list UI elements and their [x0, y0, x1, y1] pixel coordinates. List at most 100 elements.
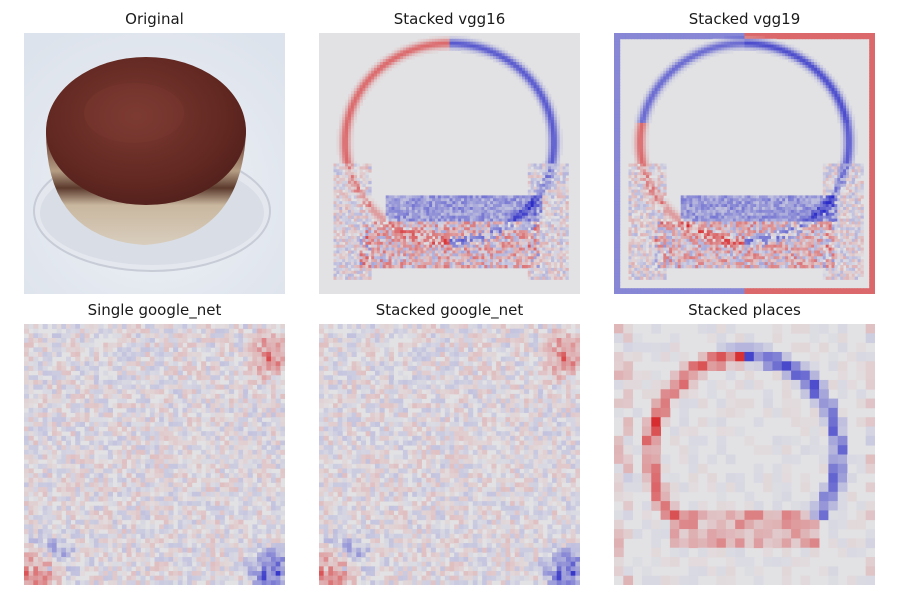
heatmap-cell — [437, 265, 442, 269]
heatmap-cell — [793, 56, 798, 60]
heatmap-cell — [548, 265, 552, 269]
heatmap-cell — [440, 207, 445, 211]
heatmap-cell — [767, 209, 771, 214]
heatmap-cell — [551, 244, 555, 248]
heatmap-cell — [504, 224, 508, 228]
heatmap-cell — [374, 62, 378, 66]
heatmap-cell — [556, 207, 561, 211]
heatmap-cell — [478, 47, 482, 51]
heatmap-cell — [353, 247, 358, 251]
heatmap-cell — [493, 44, 497, 48]
heatmap-cell — [553, 175, 558, 179]
heatmap-cell — [738, 33, 742, 37]
heatmap-cell — [545, 172, 549, 176]
heatmap-cell — [484, 262, 488, 266]
heatmap-cell — [846, 111, 850, 115]
heatmap-cell — [759, 215, 763, 219]
heatmap-cell — [411, 247, 416, 251]
heatmap-cell — [333, 276, 337, 280]
heatmap-cell — [770, 47, 774, 51]
heatmap-cell — [683, 62, 687, 66]
heatmap-cell — [420, 256, 424, 260]
heatmap-cell — [400, 50, 404, 54]
heatmap-cell — [429, 41, 433, 45]
heatmap-cell — [814, 73, 818, 77]
heatmap-cell — [345, 137, 349, 141]
heatmap-cell — [808, 212, 812, 217]
heatmap-cell — [788, 44, 792, 48]
heatmap-cell — [657, 207, 661, 211]
heatmap-cell — [834, 79, 838, 83]
heatmap-cell — [530, 88, 534, 92]
heatmap-cell — [420, 218, 424, 222]
heatmap-cell — [461, 221, 465, 225]
heatmap-cell — [730, 201, 734, 205]
heatmap-cell — [689, 207, 693, 211]
heatmap-cell — [831, 192, 835, 196]
heatmap-cell — [692, 56, 696, 60]
heatmap-cell — [782, 195, 786, 199]
heatmap-cell — [368, 207, 372, 211]
heatmap-cell — [536, 270, 540, 275]
heatmap-cell — [556, 233, 561, 237]
heatmap-cell — [562, 201, 566, 205]
heatmap-cell — [779, 201, 783, 205]
heatmap-cell — [397, 241, 401, 246]
heatmap-cell — [735, 33, 740, 37]
heatmap-cell — [545, 209, 549, 214]
heatmap-cell — [400, 230, 404, 234]
heatmap-cell — [802, 35, 806, 40]
heatmap-cell — [417, 195, 421, 199]
heatmap-cell — [446, 38, 450, 43]
heatmap-cell — [429, 224, 433, 228]
heatmap-cell — [423, 233, 427, 237]
heatmap-cell — [822, 166, 827, 170]
heatmap-cell — [339, 180, 343, 185]
heatmap-cell — [493, 238, 497, 243]
heatmap-cell — [616, 105, 621, 109]
heatmap-cell — [759, 35, 763, 40]
heatmap-cell — [788, 33, 792, 37]
heatmap-cell — [490, 195, 494, 199]
heatmap-cell — [674, 207, 679, 211]
heatmap-cell — [648, 93, 653, 98]
heatmap-cell — [559, 209, 563, 214]
heatmap-cell — [449, 244, 453, 248]
heatmap-cell — [507, 253, 511, 257]
heatmap-cell — [466, 256, 471, 260]
heatmap-cell — [359, 212, 363, 217]
heatmap-cell — [782, 53, 786, 57]
heatmap-cell — [548, 151, 552, 156]
heatmap-cell — [403, 256, 407, 260]
heatmap-cell — [545, 140, 549, 144]
heatmap-cell — [490, 253, 494, 257]
heatmap-cell — [695, 212, 699, 217]
heatmap-cell — [634, 201, 638, 205]
heatmap-cell — [548, 236, 552, 240]
heatmap-cell — [391, 64, 395, 69]
heatmap-cell — [353, 244, 358, 248]
heatmap-cell — [756, 198, 760, 202]
heatmap-cell — [368, 209, 372, 214]
heatmap-cell — [848, 198, 853, 202]
heatmap-cell — [660, 76, 664, 80]
heatmap-cell — [507, 59, 511, 63]
heatmap-cell — [348, 114, 352, 118]
heatmap-cell — [339, 195, 343, 199]
heatmap-cell — [437, 250, 442, 254]
heatmap-cell — [677, 215, 682, 219]
heatmap-cell — [779, 204, 783, 208]
heatmap-cell — [481, 198, 485, 202]
heatmap-cell — [437, 241, 442, 246]
heatmap-cell — [446, 230, 450, 234]
heatmap-cell — [782, 44, 786, 48]
heatmap-cell — [551, 134, 555, 138]
heatmap-cell — [548, 166, 552, 170]
heatmap-cell — [394, 256, 398, 260]
heatmap-cell — [790, 47, 795, 51]
heatmap-cell — [345, 180, 349, 185]
heatmap-cell — [478, 201, 482, 205]
heatmap-cell — [443, 253, 447, 257]
heatmap-cell — [504, 244, 508, 248]
heatmap-cell — [472, 218, 476, 222]
